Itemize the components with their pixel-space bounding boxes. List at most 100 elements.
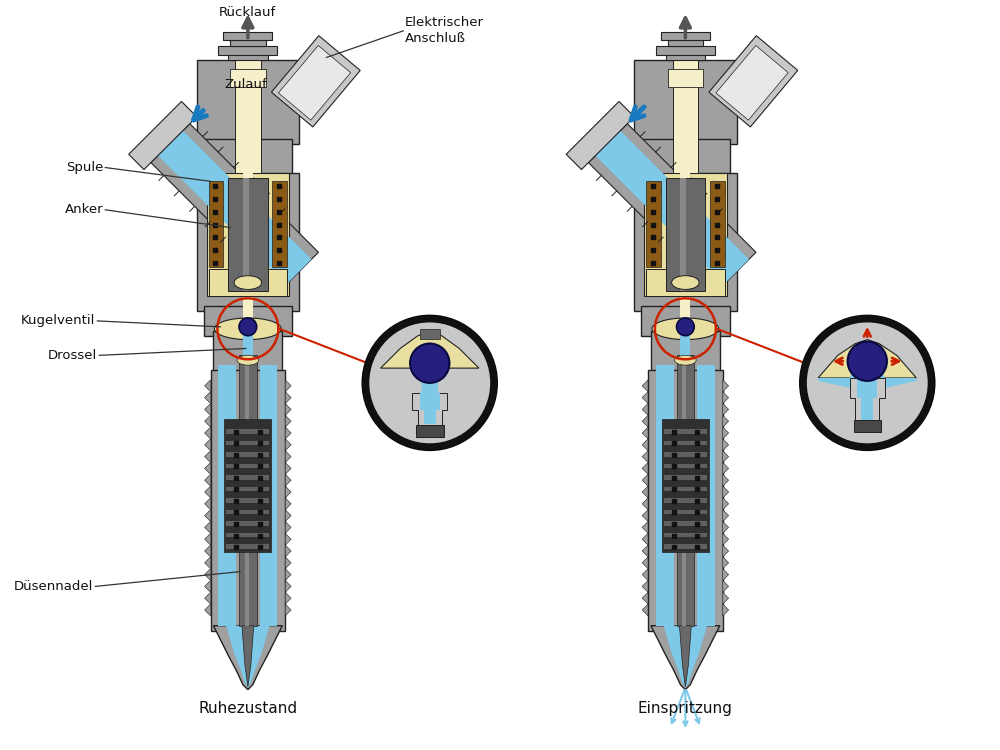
Polygon shape bbox=[723, 568, 729, 580]
Polygon shape bbox=[723, 592, 729, 604]
Polygon shape bbox=[642, 380, 648, 392]
Bar bbox=[226, 429, 269, 433]
Bar bbox=[197, 61, 299, 144]
Bar bbox=[204, 139, 292, 178]
Polygon shape bbox=[642, 486, 648, 498]
Bar bbox=[272, 182, 287, 267]
Polygon shape bbox=[642, 392, 648, 404]
Polygon shape bbox=[129, 101, 197, 170]
Bar bbox=[646, 268, 725, 296]
Bar bbox=[646, 182, 661, 267]
Bar bbox=[664, 521, 707, 526]
Bar bbox=[226, 498, 269, 503]
Bar bbox=[243, 326, 253, 360]
Polygon shape bbox=[285, 463, 291, 474]
Bar bbox=[664, 533, 707, 538]
Bar bbox=[226, 533, 269, 538]
Bar bbox=[226, 441, 269, 446]
Circle shape bbox=[800, 316, 934, 450]
Polygon shape bbox=[723, 463, 729, 474]
Polygon shape bbox=[205, 474, 211, 486]
Polygon shape bbox=[285, 486, 291, 498]
Polygon shape bbox=[205, 392, 211, 404]
Bar bbox=[230, 69, 266, 87]
Bar bbox=[243, 178, 249, 292]
Bar bbox=[641, 139, 730, 178]
Text: Kugelventil: Kugelventil bbox=[21, 314, 95, 328]
Polygon shape bbox=[205, 498, 211, 510]
Polygon shape bbox=[205, 380, 211, 392]
Bar bbox=[854, 420, 881, 432]
Polygon shape bbox=[723, 439, 729, 451]
Bar bbox=[223, 32, 272, 40]
Polygon shape bbox=[205, 427, 211, 439]
Text: Ruhezustand: Ruhezustand bbox=[198, 701, 297, 716]
Bar bbox=[664, 452, 707, 457]
Polygon shape bbox=[642, 510, 648, 521]
Polygon shape bbox=[879, 365, 916, 388]
Polygon shape bbox=[285, 439, 291, 451]
Polygon shape bbox=[420, 393, 440, 424]
Bar bbox=[680, 326, 690, 360]
Text: Anker: Anker bbox=[65, 203, 103, 216]
Bar bbox=[211, 370, 285, 631]
Polygon shape bbox=[205, 521, 211, 533]
Polygon shape bbox=[285, 404, 291, 416]
Polygon shape bbox=[205, 604, 211, 616]
Polygon shape bbox=[642, 580, 648, 592]
Polygon shape bbox=[723, 521, 729, 533]
Polygon shape bbox=[285, 451, 291, 463]
Bar bbox=[209, 182, 223, 267]
Polygon shape bbox=[818, 340, 916, 378]
Polygon shape bbox=[213, 626, 282, 689]
Ellipse shape bbox=[652, 318, 719, 340]
Polygon shape bbox=[642, 474, 648, 486]
Text: Spule: Spule bbox=[66, 161, 103, 174]
Polygon shape bbox=[723, 380, 729, 392]
Bar bbox=[243, 169, 253, 350]
Polygon shape bbox=[723, 404, 729, 416]
Polygon shape bbox=[723, 416, 729, 427]
Bar bbox=[235, 61, 261, 173]
Bar bbox=[668, 40, 703, 46]
Polygon shape bbox=[723, 498, 729, 510]
Polygon shape bbox=[285, 392, 291, 404]
Polygon shape bbox=[642, 404, 648, 416]
Bar bbox=[656, 365, 674, 626]
Polygon shape bbox=[285, 580, 291, 592]
Polygon shape bbox=[723, 533, 729, 545]
Bar bbox=[239, 356, 257, 626]
Bar bbox=[226, 510, 269, 515]
Text: Drossel: Drossel bbox=[48, 349, 97, 361]
Polygon shape bbox=[285, 557, 291, 568]
Bar bbox=[226, 464, 269, 468]
Bar bbox=[682, 356, 686, 626]
Bar bbox=[680, 178, 686, 292]
Bar bbox=[697, 365, 715, 626]
Circle shape bbox=[367, 320, 493, 446]
Bar bbox=[224, 419, 271, 552]
Bar bbox=[226, 544, 269, 549]
Bar bbox=[228, 53, 268, 61]
Polygon shape bbox=[285, 510, 291, 521]
Bar bbox=[228, 178, 268, 292]
Polygon shape bbox=[412, 393, 447, 427]
Polygon shape bbox=[205, 510, 211, 521]
Polygon shape bbox=[381, 332, 479, 368]
Polygon shape bbox=[642, 498, 648, 510]
Polygon shape bbox=[723, 486, 729, 498]
Bar bbox=[651, 331, 720, 375]
Polygon shape bbox=[642, 533, 648, 545]
Polygon shape bbox=[205, 439, 211, 451]
Polygon shape bbox=[642, 545, 648, 557]
Polygon shape bbox=[723, 580, 729, 592]
Circle shape bbox=[410, 344, 449, 382]
Bar bbox=[213, 331, 282, 375]
Polygon shape bbox=[850, 378, 885, 422]
Polygon shape bbox=[278, 46, 351, 120]
Polygon shape bbox=[205, 463, 211, 474]
Polygon shape bbox=[642, 439, 648, 451]
Polygon shape bbox=[857, 378, 877, 420]
Bar bbox=[641, 306, 730, 336]
Polygon shape bbox=[285, 533, 291, 545]
